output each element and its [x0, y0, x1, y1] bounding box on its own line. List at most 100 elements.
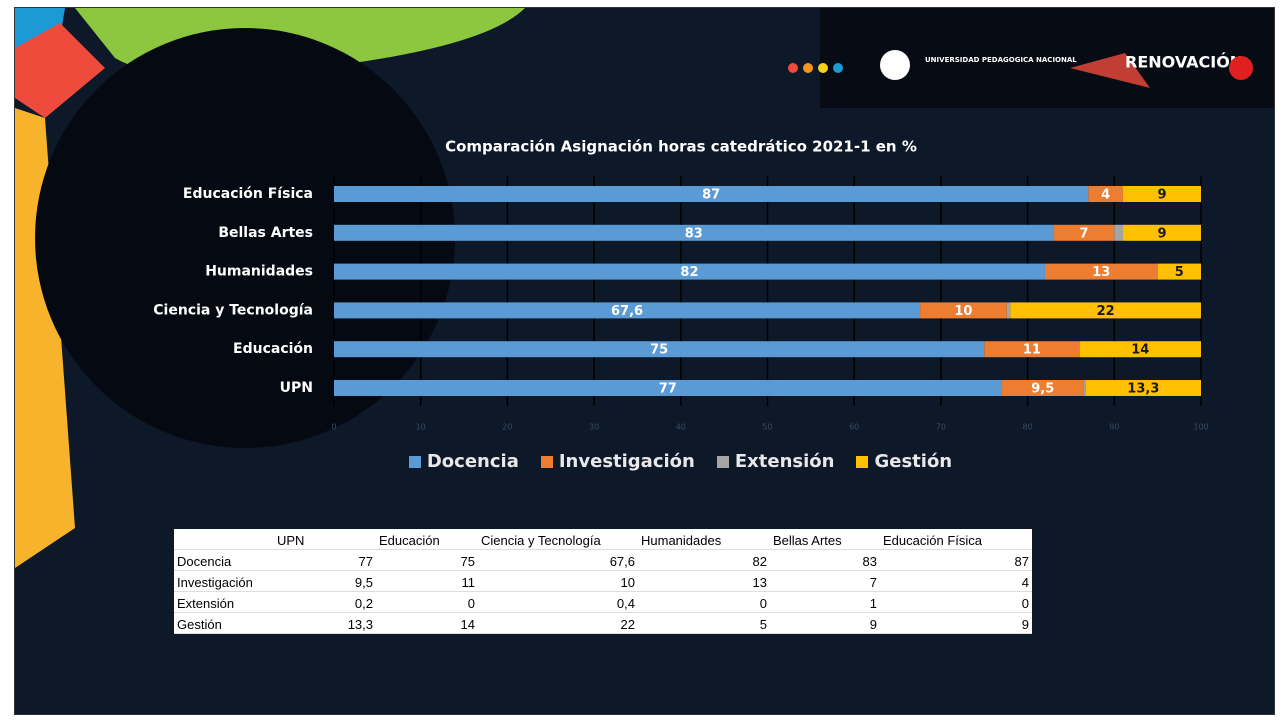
table-cell: 87 [880, 549, 1032, 571]
bar-segment [1010, 302, 1201, 319]
y-tick-label: Educación [233, 341, 313, 357]
table-cell: 0,2 [274, 591, 376, 613]
data-label: 4 [1101, 188, 1110, 203]
table-cell: 0,4 [478, 591, 638, 613]
data-label: 75 [650, 343, 668, 358]
campaign-name: RENOVACIÓN [1125, 53, 1243, 72]
data-label: 9,5 [1031, 382, 1054, 397]
x-tick-label: 0 [331, 423, 336, 432]
legend-swatch [540, 455, 553, 468]
legend-label: Extensión [734, 451, 835, 472]
legend-label: Docencia [426, 451, 519, 472]
bar-segment [984, 341, 1080, 358]
bar-segment [1001, 380, 1084, 396]
x-tick-label: 50 [762, 423, 772, 432]
legend-swatch [716, 455, 729, 468]
table-cell: 10 [478, 570, 638, 592]
table-cell: 75 [376, 549, 478, 571]
x-tick-label: 10 [416, 423, 426, 432]
data-label: 87 [702, 188, 720, 203]
legend-label: Investigación [558, 451, 695, 472]
table-row: Investigación 9,5 11 10 13 7 4 [174, 570, 1032, 592]
bar-segment [1157, 263, 1201, 280]
legend: Docencia Investigación Extensión Gestión [15, 451, 1274, 472]
data-label: 10 [954, 304, 972, 319]
y-tick-label: Humanidades [205, 264, 313, 280]
table-cell: 1 [770, 591, 880, 613]
bar-segment [1114, 224, 1123, 241]
y-tick-label: UPN [280, 380, 313, 396]
table-header: Bellas Artes [770, 529, 880, 550]
slide: UNIVERSIDAD PEDAGOGICA NACIONAL RENOVACI… [14, 7, 1275, 715]
data-label: 13,3 [1127, 382, 1159, 397]
data-label: 7 [1079, 226, 1088, 241]
university-name: UNIVERSIDAD PEDAGOGICA NACIONAL [925, 56, 1077, 64]
data-label: 83 [685, 226, 703, 241]
table-cell: 9 [770, 612, 880, 634]
data-label: 67,6 [611, 304, 643, 319]
campaign-icon [1070, 53, 1150, 88]
bar-segment [1083, 380, 1086, 396]
bar-segment [334, 380, 1002, 396]
bar-segment [1088, 186, 1123, 202]
table-corner [174, 529, 274, 550]
red-shape [15, 23, 105, 118]
table-cell: 11 [376, 570, 478, 592]
legend-swatch [408, 455, 421, 468]
table-cell: 0 [638, 591, 770, 613]
bar-segment [1122, 224, 1201, 241]
bar-segment [334, 224, 1054, 241]
bar-segment [920, 302, 1007, 319]
table-row: Extensión 0,2 0 0,4 0 1 0 [174, 591, 1032, 613]
table-cell: 13 [638, 570, 770, 592]
data-label: 14 [1131, 343, 1149, 358]
table-cell: 13,3 [274, 612, 376, 634]
x-tick-label: 100 [1193, 423, 1208, 432]
table-cell: 82 [638, 549, 770, 571]
bar-segment [334, 186, 1089, 202]
data-label: 82 [680, 265, 698, 280]
x-tick-label: 30 [589, 423, 599, 432]
table-header: Ciencia y Tecnología [478, 529, 638, 550]
bar-segment [1053, 224, 1115, 241]
table-cell: 9 [880, 612, 1032, 634]
x-tick-label: 80 [1023, 423, 1033, 432]
bar-segment [334, 263, 1045, 280]
campaign-badge [1229, 56, 1253, 80]
bar-segment [334, 341, 985, 358]
table-cell: 4 [880, 570, 1032, 592]
table-header: Educación [376, 529, 478, 550]
table-cell: 7 [770, 570, 880, 592]
data-label: 9 [1157, 188, 1166, 203]
row-label: Gestión [174, 612, 274, 634]
y-tick-label: Ciencia y Tecnología [153, 302, 313, 318]
dot [818, 63, 828, 73]
data-table: UPN Educación Ciencia y Tecnología Humanida… [174, 529, 1032, 634]
bar-segment [1122, 186, 1201, 202]
x-tick-label: 70 [936, 423, 946, 432]
bar-segment [1085, 380, 1201, 396]
bar-segment [1006, 302, 1011, 319]
table-cell: 9,5 [274, 570, 376, 592]
legend-swatch [856, 455, 869, 468]
table-cell: 5 [638, 612, 770, 634]
data-label: 13 [1092, 265, 1110, 280]
dot [833, 63, 843, 73]
x-tick-label: 90 [1109, 423, 1119, 432]
legend-item: Docencia [408, 451, 519, 472]
bar-segment [1044, 263, 1158, 280]
legend-label: Gestión [874, 451, 953, 472]
y-tick-label: Educación Física [183, 186, 313, 202]
chart: Comparación Asignación horas catedrático… [153, 138, 1208, 432]
table-header: Educación Física [880, 529, 1032, 550]
row-label: Investigación [174, 570, 274, 592]
data-label: 22 [1097, 304, 1115, 319]
x-tick-label: 40 [676, 423, 686, 432]
dot [788, 63, 798, 73]
x-tick-label: 60 [849, 423, 859, 432]
table-cell: 0 [880, 591, 1032, 613]
table-cell: 14 [376, 612, 478, 634]
data-label: 9 [1157, 226, 1166, 241]
table-cell: 77 [274, 549, 376, 571]
